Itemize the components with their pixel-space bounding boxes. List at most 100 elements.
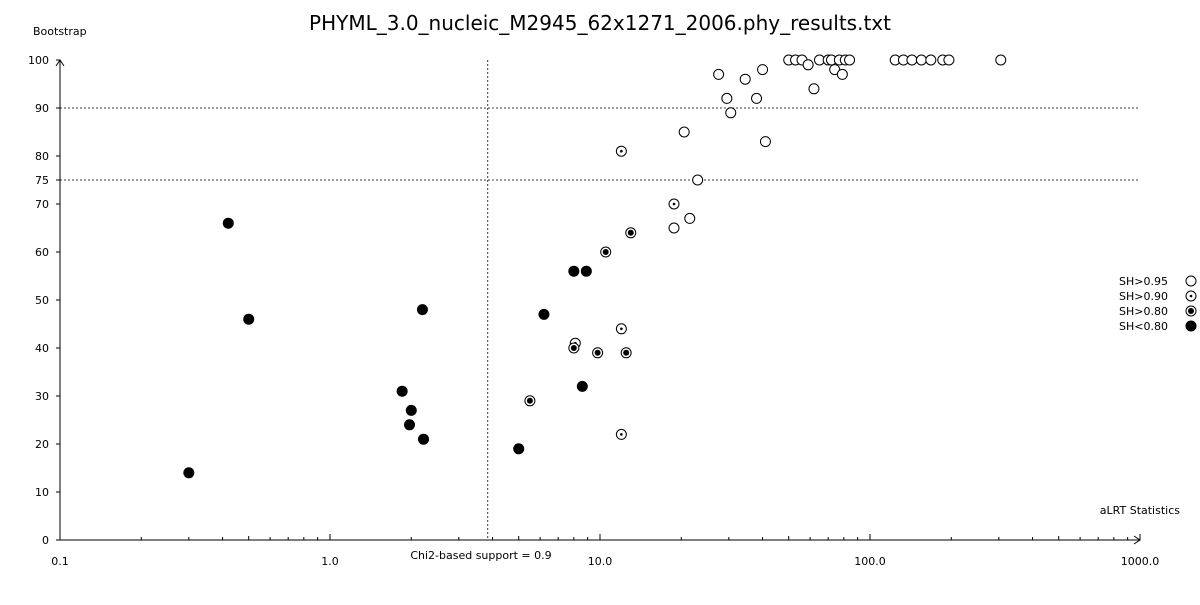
y-tick-label: 10 — [35, 486, 49, 499]
axes — [55, 59, 1141, 545]
data-point-sh-0-80 — [243, 313, 255, 325]
y-tick-label: 70 — [35, 198, 49, 211]
marker-ring — [844, 54, 856, 66]
marker-disc — [1185, 320, 1197, 332]
marker-ring — [759, 136, 771, 148]
data-point-sh-0-95 — [943, 54, 955, 66]
x-tick-label: 100.0 — [854, 555, 886, 568]
legend-label: SH>0.90 — [1119, 290, 1168, 303]
legend-marker — [1185, 275, 1197, 287]
marker-ring — [836, 68, 848, 80]
x-axis-label: aLRT Statistics — [1100, 504, 1180, 517]
marker-disc — [513, 443, 525, 455]
data-point-sh-0-95 — [725, 107, 737, 119]
data-point-sh-0-95 — [751, 92, 763, 104]
legend-marker — [1185, 290, 1197, 302]
marker-disc — [576, 380, 588, 392]
marker-ring — [684, 212, 696, 224]
data-point-sh-0-80 — [568, 265, 580, 277]
data-point-sh-0-80 — [418, 433, 430, 445]
legend: SH>0.95 SH>0.90 SH>0.80 SH<0.80 — [1119, 275, 1197, 333]
data-point-sh-0-80 — [576, 380, 588, 392]
marker-disc — [538, 308, 550, 320]
data-point-sh-0-95 — [925, 54, 937, 66]
data-point-sh-0-90 — [615, 428, 627, 440]
y-axis-label: Bootstrap — [33, 25, 87, 38]
chi2-support-label: Chi2-based support = 0.9 — [410, 549, 551, 562]
marker-disc — [580, 265, 592, 277]
data-point-sh-0-80 — [600, 246, 612, 258]
data-point-sh-0-80 — [568, 342, 580, 354]
marker-disc — [404, 419, 416, 431]
marker-disc — [416, 304, 428, 316]
marker-ring — [692, 174, 704, 186]
data-point-sh-0-80 — [222, 217, 234, 229]
marker-ring — [757, 64, 769, 76]
marker-ring — [739, 73, 751, 85]
x-tick-label: 1.0 — [321, 555, 339, 568]
marker-disc — [243, 313, 255, 325]
marker-disc — [418, 433, 430, 445]
data-point-sh-0-80 — [592, 347, 604, 359]
legend-label: SH>0.95 — [1119, 275, 1168, 288]
marker-ring — [678, 126, 690, 138]
data-point-sh-0-95 — [739, 73, 751, 85]
legend-marker — [1185, 320, 1197, 332]
marker-ring — [751, 92, 763, 104]
data-point-sh-0-95 — [678, 126, 690, 138]
marker-ring — [668, 222, 680, 234]
data-point-sh-0-80 — [183, 467, 195, 479]
marker-dot — [620, 327, 623, 331]
marker-dot — [620, 433, 623, 436]
legend-label: SH>0.80 — [1119, 305, 1168, 318]
y-tick-label: 80 — [35, 150, 49, 163]
marker-dot — [620, 149, 623, 153]
marker-disc — [405, 404, 417, 416]
marker-ring — [808, 83, 820, 95]
marker-dot — [623, 349, 630, 356]
marker-ring — [995, 54, 1007, 66]
data-point-sh-0-95 — [759, 136, 771, 148]
marker-ring — [1185, 275, 1197, 287]
data-point-sh-0-90 — [615, 323, 627, 335]
data-point-sh-0-95 — [668, 222, 680, 234]
x-tick-label: 0.1 — [51, 555, 69, 568]
marker-ring — [925, 54, 937, 66]
y-tick-label: 100 — [28, 54, 49, 67]
marker-ring — [725, 107, 737, 119]
data-point-sh-0-95 — [802, 59, 814, 71]
marker-dot — [1189, 294, 1193, 298]
data-point-sh-0-80 — [538, 308, 550, 320]
marker-disc — [568, 265, 580, 277]
y-tick-label: 20 — [35, 438, 49, 451]
data-point-sh-0-95 — [836, 68, 848, 80]
data-point-sh-0-80 — [404, 419, 416, 431]
data-point-sh-0-95 — [808, 83, 820, 95]
marker-dot — [526, 397, 533, 404]
data-point-sh-0-95 — [844, 54, 856, 66]
marker-dot — [570, 345, 577, 351]
data-point-sh-0-90 — [668, 198, 680, 210]
x-tick-label: 1000.0 — [1121, 555, 1160, 568]
x-tick-label: 10.0 — [588, 555, 613, 568]
data-point-sh-0-90 — [615, 145, 627, 157]
data-point-sh-0-95 — [906, 54, 918, 66]
y-tick-label: 90 — [35, 102, 49, 115]
y-tick-label: 50 — [35, 294, 49, 307]
data-point-sh-0-95 — [721, 92, 733, 104]
data-point-sh-0-95 — [713, 68, 725, 80]
y-ticks: 0 10 20 30 40 50 60 70 75 80 90 100 — [28, 54, 60, 547]
x-ticks: 0.1 1.0 10.0 100.0 1000.0 — [51, 534, 1159, 568]
marker-ring — [915, 54, 927, 66]
data-point-sh-0-80 — [513, 443, 525, 455]
data-point-sh-0-95 — [692, 174, 704, 186]
data-point-sh-0-95 — [915, 54, 927, 66]
data-point-sh-0-80 — [396, 385, 408, 397]
marker-ring — [713, 68, 725, 80]
data-point-sh-0-80 — [580, 265, 592, 277]
data-point-sh-0-80 — [416, 304, 428, 316]
legend-label: SH<0.80 — [1119, 320, 1168, 333]
data-point-sh-0-95 — [995, 54, 1007, 66]
